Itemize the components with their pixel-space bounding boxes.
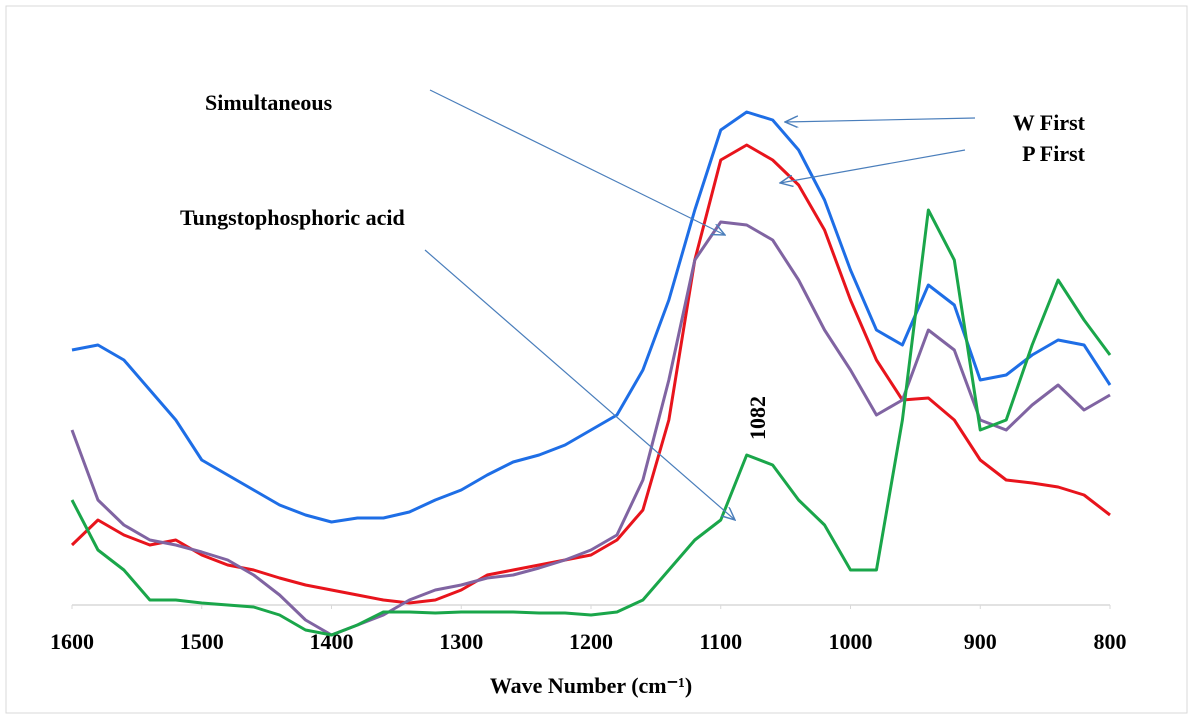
x-tick-label: 1500 bbox=[180, 629, 224, 654]
x-tick-label: 1100 bbox=[699, 629, 742, 654]
series-label: P First bbox=[1022, 141, 1086, 166]
x-tick-label: 1000 bbox=[829, 629, 873, 654]
series-label: W First bbox=[1013, 110, 1086, 135]
series-line bbox=[70, 220, 1111, 637]
x-axis-label: Wave Number (cm⁻¹) bbox=[490, 673, 692, 698]
label-arrow bbox=[785, 118, 976, 122]
series-line bbox=[70, 208, 1112, 637]
series-line bbox=[71, 110, 1112, 524]
label-arrow bbox=[429, 89, 725, 235]
frame bbox=[5, 5, 1188, 714]
label-arrow bbox=[780, 149, 966, 183]
x-tick-label: 1300 bbox=[439, 629, 483, 654]
x-tick-label: 900 bbox=[964, 629, 997, 654]
peak-label: 1082 bbox=[745, 396, 770, 440]
x-tick-label: 800 bbox=[1094, 629, 1127, 654]
label-arrow bbox=[424, 249, 735, 520]
series-label: Tungstophosphoric acid bbox=[180, 205, 405, 230]
x-tick-label: 1600 bbox=[50, 629, 94, 654]
x-tick-label: 1200 bbox=[569, 629, 613, 654]
series-label: Simultaneous bbox=[205, 90, 333, 115]
